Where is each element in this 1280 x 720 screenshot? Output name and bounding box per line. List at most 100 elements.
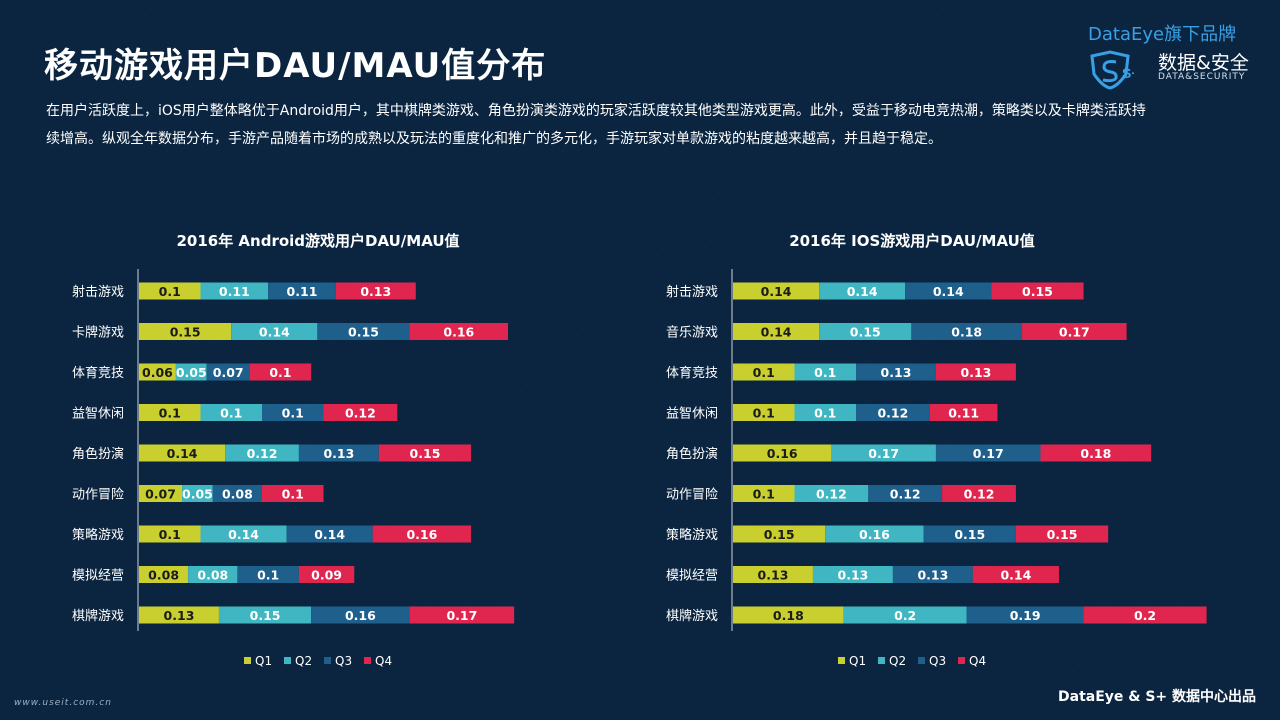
ios-bar-q2: [843, 606, 967, 624]
ios-category-label: 体育竞技: [666, 365, 718, 381]
android-data-label: 0.07: [213, 365, 244, 380]
android-data-label: 0.08: [222, 487, 253, 502]
ios-bar-q1: [733, 444, 832, 462]
shield-logo-icon: S+: [1090, 50, 1134, 90]
android-bar-q2: [231, 323, 318, 340]
ios-bar-q1: [733, 282, 820, 300]
android-bar-q2: [200, 525, 287, 543]
ios-data-label: 0.18: [951, 325, 982, 340]
android-bar-q4: [298, 566, 355, 583]
android-bar-q1: [139, 363, 176, 381]
android-data-label: 0.16: [345, 608, 376, 623]
ios-legend-swatch-q4: [958, 657, 965, 664]
android-bar-q4: [323, 404, 398, 421]
android-bar-q3: [262, 404, 324, 421]
android-data-label: 0.07: [145, 487, 176, 502]
page-description: 在用户活跃度上，iOS用户整体略优于Android用户，其中棋牌类游戏、角色扮演…: [46, 103, 1146, 147]
ios-bar-q1: [733, 485, 795, 502]
ios-bar-q1: [733, 323, 820, 340]
ios-bar-q1: [733, 363, 795, 381]
ios-data-label: 0.15: [850, 325, 881, 340]
android-data-label: 0.14: [259, 325, 290, 340]
android-bar-q1: [139, 444, 226, 462]
ios-bar-q4: [1022, 323, 1127, 340]
android-data-label: 0.1: [220, 406, 242, 421]
android-data-label: 0.16: [406, 527, 437, 542]
ios-bar-q1: [733, 404, 795, 421]
android-data-label: 0.1: [257, 568, 279, 583]
android-category-label: 策略游戏: [72, 527, 124, 543]
android-category-label: 模拟经营: [72, 569, 124, 584]
ios-data-label: 0.15: [954, 527, 985, 542]
android-bar-q2: [200, 282, 269, 300]
android-legend-swatch-q3: [324, 657, 331, 664]
ios-chart-title: 2016年 IOS游戏用户DAU/MAU值: [789, 232, 1035, 250]
ios-data-label: 0.15: [1047, 527, 1078, 542]
ios-data-label: 0.14: [761, 325, 792, 340]
ios-legend-swatch-q2: [878, 657, 885, 664]
android-bar-q3: [311, 606, 410, 624]
android-bar-q2: [218, 606, 312, 624]
ios-data-label: 0.14: [847, 284, 878, 299]
android-bar-q1: [139, 525, 201, 543]
android-bar-q3: [298, 444, 379, 462]
ios-bar-q2: [819, 323, 912, 340]
ios-data-label: 0.14: [1000, 568, 1031, 583]
android-bar-q4: [262, 485, 324, 502]
android-data-label: 0.15: [348, 325, 379, 340]
ios-bar-q2: [831, 444, 936, 462]
ios-data-label: 0.12: [816, 487, 847, 502]
ios-bar-q1: [733, 566, 813, 583]
ios-bar-q3: [905, 282, 992, 300]
brand-name-cn: 数据&安全: [1158, 52, 1249, 74]
android-category-label: 体育竞技: [72, 365, 124, 381]
ios-legend-label: Q1: [849, 654, 866, 668]
brand-logo-text: S+: [1122, 65, 1134, 81]
ios-bar-q2: [794, 363, 856, 381]
android-category-label: 射击游戏: [72, 284, 124, 300]
android-legend-label: Q1: [255, 654, 272, 668]
ios-bar-q3: [966, 606, 1084, 624]
android-data-label: 0.05: [182, 487, 213, 502]
ios-category-label: 策略游戏: [666, 527, 718, 543]
ios-bar-q1: [733, 525, 826, 543]
ios-data-label: 0.17: [973, 446, 1004, 461]
ios-data-label: 0.18: [773, 608, 804, 623]
ios-bar-q4: [1083, 606, 1207, 624]
android-bar-q1: [139, 606, 219, 624]
android-data-label: 0.1: [159, 284, 181, 299]
android-data-label: 0.1: [269, 365, 291, 380]
ios-data-label: 0.1: [814, 406, 836, 421]
brand-name-en: DATA&SECURITY: [1158, 72, 1246, 82]
ios-data-label: 0.13: [758, 568, 789, 583]
android-bar-q4: [409, 323, 508, 340]
android-bar-q3: [286, 525, 373, 543]
android-data-label: 0.1: [282, 406, 304, 421]
ios-data-label: 0.12: [877, 406, 908, 421]
android-data-label: 0.15: [410, 446, 441, 461]
ios-data-label: 0.13: [838, 568, 869, 583]
ios-data-label: 0.12: [890, 487, 921, 502]
ios-bar-q2: [794, 404, 856, 421]
ios-category-label: 模拟经营: [666, 569, 718, 584]
ios-bar-q4: [1015, 525, 1109, 543]
ios-bar-q4: [972, 566, 1059, 583]
footer-watermark: www.useit.com.cn: [14, 698, 112, 708]
android-bar-q1: [139, 485, 183, 502]
ios-bar-q4: [942, 485, 1016, 502]
android-data-label: 0.05: [176, 365, 207, 380]
ios-bar-q4: [991, 282, 1084, 300]
ios-data-label: 0.11: [948, 406, 979, 421]
android-bar-q4: [335, 282, 416, 300]
android-data-label: 0.15: [250, 608, 281, 623]
ios-data-label: 0.16: [767, 446, 798, 461]
ios-category-label: 射击游戏: [666, 284, 718, 300]
ios-data-label: 0.17: [868, 446, 899, 461]
android-legend-swatch-q1: [244, 657, 251, 664]
android-bar-q3: [212, 485, 262, 502]
android-data-label: 0.08: [148, 568, 179, 583]
android-bar-q1: [139, 566, 189, 583]
ios-data-label: 0.1: [814, 365, 836, 380]
ios-bar-q3: [856, 404, 930, 421]
